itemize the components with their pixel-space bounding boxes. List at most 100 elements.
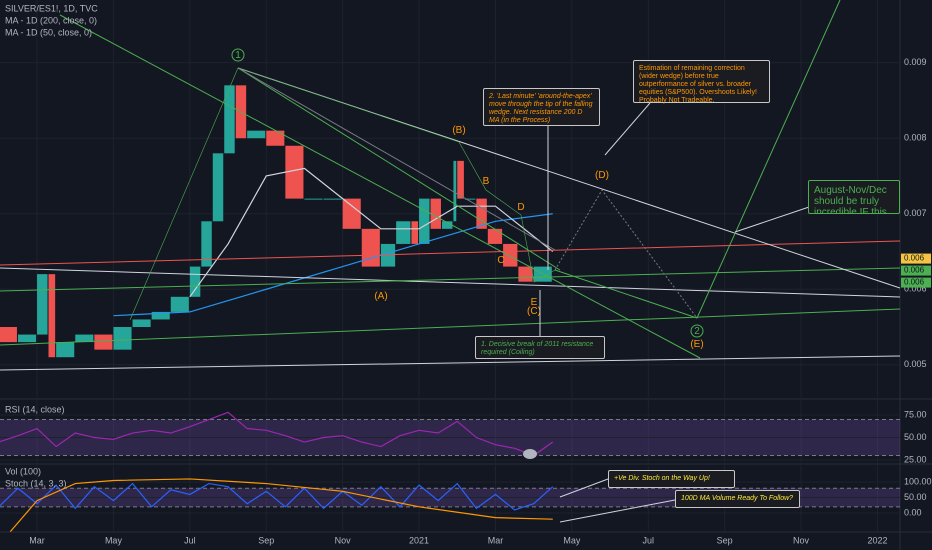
trend-line (59, 14, 701, 359)
candle (151, 311, 170, 320)
candle (189, 266, 201, 297)
candle (285, 145, 304, 199)
wave-circle (690, 324, 704, 338)
candle (94, 334, 113, 350)
legend-entry: SILVER/ES1!, 1D, TVC (5, 3, 98, 13)
wave-label: C (497, 255, 504, 266)
series-line (9, 478, 553, 532)
candle (476, 198, 487, 229)
x-tick-label: Mar (29, 535, 45, 545)
x-tick-label: Mar (488, 535, 504, 545)
candle (212, 153, 224, 222)
note: 2. 'Last minute' 'around-the-apex' move … (483, 88, 600, 126)
candle (170, 296, 189, 312)
wave-label: (E) (690, 339, 703, 350)
candle (48, 274, 56, 358)
candle (0, 327, 17, 343)
wave-label: B (483, 176, 490, 187)
price-tag: 0.006 (904, 266, 925, 275)
y-tick-label: 75.00 (904, 409, 927, 419)
x-tick-label: Nov (335, 535, 352, 545)
note: 100D MA Volume Ready To Follow? (675, 490, 800, 508)
candle (266, 130, 285, 146)
x-tick-label: May (105, 535, 123, 545)
trend-lines (0, 0, 901, 523)
y-tick-label: 0.005 (904, 359, 927, 369)
note: +Ve Div. Stoch on the Way Up! (608, 470, 735, 488)
price-tag-bg (901, 265, 931, 276)
candle (396, 221, 411, 244)
candle (37, 274, 48, 335)
series-line (0, 482, 554, 511)
callout (734, 204, 816, 233)
candle (453, 160, 457, 222)
y-tick-label: 25.00 (904, 454, 927, 464)
trend-line (237, 67, 561, 271)
trend-line (0, 308, 901, 346)
price-tag-bg (901, 253, 931, 264)
candle (464, 198, 476, 200)
y-tick-label: 0.006 (904, 284, 927, 294)
callout (559, 478, 609, 498)
wave-label: D (517, 202, 524, 213)
x-tick-label: Jul (184, 535, 196, 545)
candle (380, 243, 396, 267)
highlight (523, 449, 537, 459)
candle (487, 228, 503, 244)
price-tag-bg (901, 277, 931, 288)
candle (113, 327, 132, 350)
note: 1. Decisive break of 2011 resistance req… (475, 336, 605, 359)
y-tick-label: 0.009 (904, 57, 927, 67)
note: Estimation of remaining correction (wide… (633, 60, 770, 104)
x-tick-label: Jul (643, 535, 655, 545)
candle (411, 221, 419, 244)
y-tick-label: 0.007 (904, 208, 927, 218)
candle (201, 221, 212, 267)
candle (304, 198, 323, 200)
x-tick-label: 2021 (409, 535, 429, 545)
trend-line (237, 67, 556, 251)
candle (224, 85, 235, 154)
x-tick-label: Sep (717, 535, 733, 545)
series-line (113, 213, 553, 317)
pane-title: Vol (100) (5, 466, 41, 476)
x-tick-label: Nov (793, 535, 810, 545)
wave-path (129, 67, 556, 321)
y-tick-label: 100.00 (904, 476, 932, 486)
pane-title: RSI (14, close) (5, 404, 65, 414)
wave-circle (231, 48, 245, 62)
candle (17, 334, 37, 343)
candle (132, 319, 151, 328)
candle (342, 198, 361, 229)
wave-label: E (531, 297, 538, 308)
wave-label: 1 (235, 50, 241, 61)
wave-label: (D) (595, 170, 609, 181)
note: August-Nov/Dec should be truly incredibl… (808, 180, 900, 214)
y-tick-label: 0.008 (904, 133, 927, 143)
legend-entry: MA - 1D (50, close, 0) (5, 27, 92, 37)
legend-entry: MA - 1D (200, close, 0) (5, 15, 97, 25)
series-line (0, 411, 554, 457)
projection (554, 189, 698, 319)
wave-label: (B) (452, 125, 465, 136)
candle (457, 160, 464, 199)
pane-title: Stoch (14, 3, 3) (5, 478, 67, 488)
price-tag: 0.006 (904, 278, 925, 287)
trend-line (0, 267, 901, 292)
candle (247, 130, 266, 139)
y-tick-label: 50.00 (904, 492, 927, 502)
price-tag: 0.006 (904, 254, 925, 263)
candle (75, 334, 94, 343)
trend-line (0, 355, 901, 371)
candle (503, 243, 518, 267)
candle (56, 342, 75, 358)
y-tick-label: 50.00 (904, 432, 927, 442)
x-tick-label: Sep (258, 535, 274, 545)
legend: SILVER/ES1!, 1D, TVC MA - 1D (200, close… (5, 3, 98, 488)
candle (323, 198, 342, 200)
candle (441, 221, 453, 229)
y-tick-label: 0.00 (904, 507, 922, 517)
wave-label: (A) (374, 291, 387, 302)
